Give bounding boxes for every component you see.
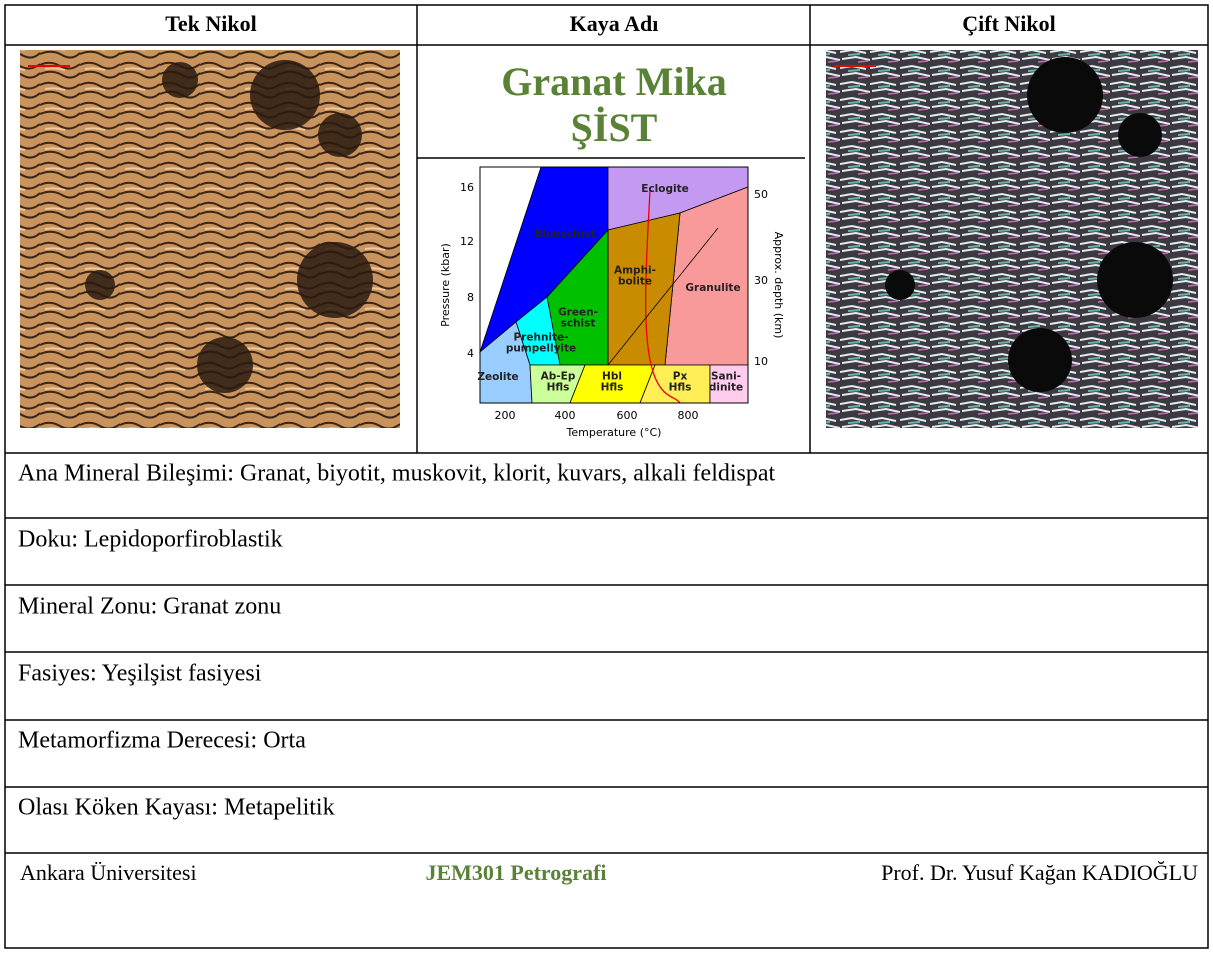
footer-left: Ankara Üniversitesi — [20, 860, 197, 885]
facies-label: Ab-Ep — [541, 371, 576, 383]
diagram-labels: Temperature (°C) Pressure (kbar) Approx.… — [439, 232, 785, 439]
row-text: Ana Mineral Bileşimi: Granat, biyotit, m… — [18, 461, 776, 487]
x-tick-label: 600 — [617, 409, 638, 422]
row-text: Metamorfizma Derecesi: Orta — [18, 728, 306, 754]
facies-label: Green- — [558, 307, 598, 319]
facies-label: Zeolite — [477, 371, 518, 383]
y-tick-label: 8 — [467, 291, 474, 304]
x-tick-label: 400 — [555, 409, 576, 422]
diagram-ticks: 200 400 600 800 4 8 12 16 10 30 50 — [460, 181, 768, 422]
y2-tick-label: 50 — [754, 188, 768, 201]
facies-label: Blueschist — [534, 228, 595, 240]
header-cell: Kaya Adı — [570, 11, 659, 36]
header-cell: Tek Nikol — [165, 11, 257, 36]
facies-label: Sani- — [711, 371, 741, 383]
facies-label: schist — [561, 318, 596, 330]
y-axis-label: Pressure (kbar) — [439, 243, 452, 327]
facies-diagram — [479, 166, 749, 404]
facies-label: Amphi- — [614, 265, 656, 277]
row-text: Doku: Lepidoporfiroblastik — [18, 527, 283, 553]
facies-label: Hfls — [547, 382, 570, 394]
footer-center: JEM301 Petrografi — [425, 860, 606, 885]
x-tick-label: 200 — [495, 409, 516, 422]
facies-label: pumpellyite — [506, 343, 576, 355]
facies-label: Hbl — [602, 371, 622, 383]
y-tick-label: 4 — [467, 347, 474, 360]
row-text: Olası Köken Kayası: Metapelitik — [18, 795, 335, 821]
x-tick-label: 800 — [678, 409, 699, 422]
y-tick-label: 12 — [460, 235, 474, 248]
y2-axis-label: Approx. depth (km) — [772, 232, 785, 339]
header-cell: Çift Nikol — [962, 11, 1056, 36]
facies-label: Hfls — [669, 382, 692, 394]
y2-tick-label: 10 — [754, 355, 768, 368]
facies-label: Eclogite — [641, 183, 688, 195]
table-grid — [4, 4, 1209, 949]
xpl-micrograph — [826, 50, 1198, 428]
facies-label: Hfls — [601, 382, 624, 394]
facies-label: Prehnite- — [513, 332, 568, 344]
row-text: Fasiyes: Yeşilşist fasiyesi — [18, 661, 262, 687]
facies-label: Px — [673, 371, 688, 383]
facies-label: Granulite — [685, 282, 740, 294]
facies-label: bolite — [618, 276, 652, 288]
x-axis-label: Temperature (°C) — [566, 426, 662, 439]
y2-tick-label: 30 — [754, 274, 768, 287]
rows: Ana Mineral Bileşimi: Granat, biyotit, m… — [18, 461, 776, 821]
ppl-micrograph — [20, 50, 400, 428]
rock-name: Granat Mika — [501, 59, 727, 104]
facies-label: dinite — [709, 382, 743, 394]
row-text: Mineral Zonu: Granat zonu — [18, 594, 281, 620]
rock-name: ŞİST — [571, 105, 658, 150]
footer-right: Prof. Dr. Yusuf Kağan KADIOĞLU — [881, 860, 1198, 885]
facies-labels: Eclogite Blueschist Amphi-bolite Granulite G… — [477, 183, 743, 394]
y-tick-label: 16 — [460, 181, 474, 194]
